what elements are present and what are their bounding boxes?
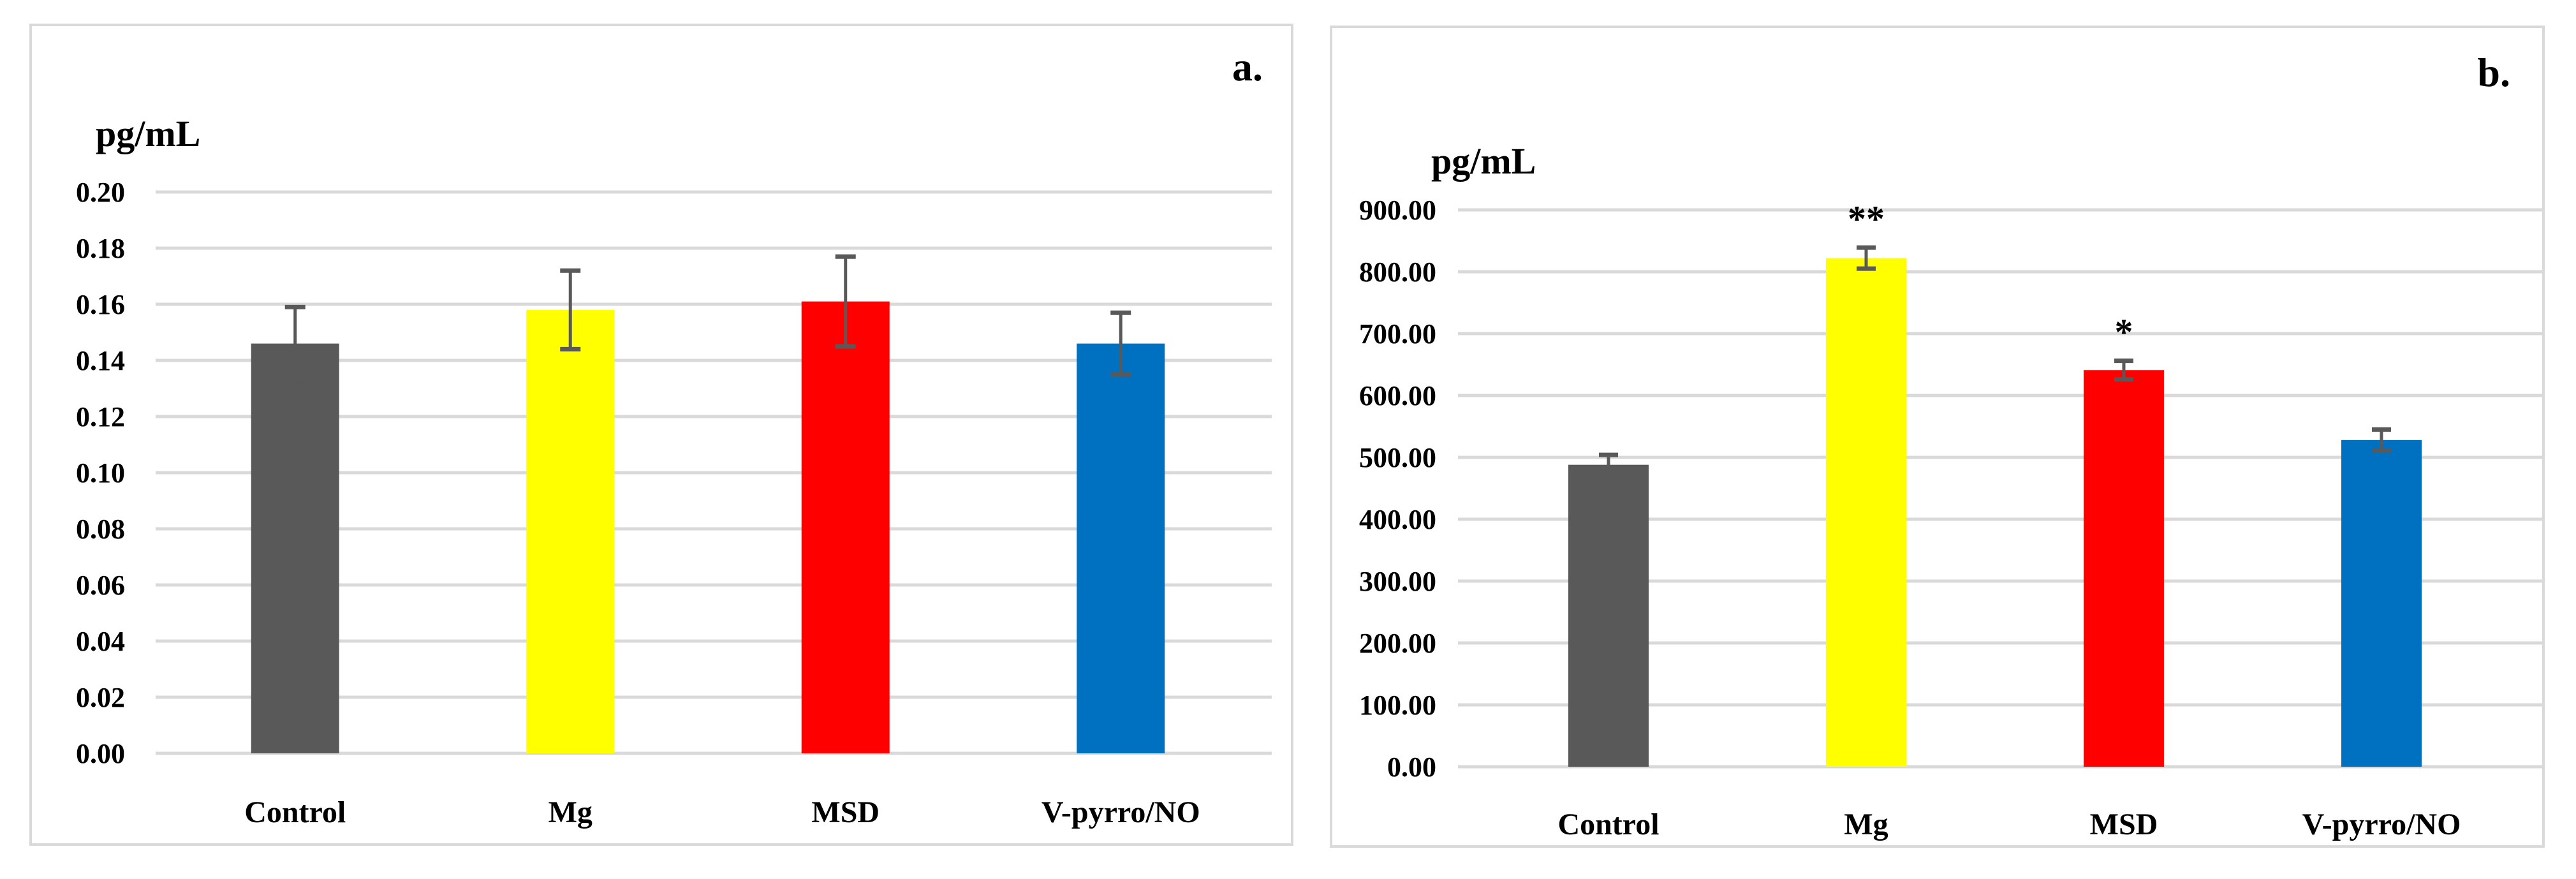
chart-svg-b: 0.00 100.00 200.00 300.00 400.00 500.00 600.00… [1359,140,2542,841]
bar-mg [1826,258,1906,767]
y-tick-label: 0.00 [1387,751,1436,783]
y-tick-label: 0.02 [76,682,125,713]
panel-letter-label-a: a. [1232,44,1263,89]
y-tick-label: 0.04 [76,626,125,657]
y-tick-label: 700.00 [1359,318,1436,350]
bar-v-pyrro-no [2341,440,2422,767]
y-tick-label: 0.20 [76,177,125,208]
bar-control [1568,464,1649,767]
y-axis-unit-label: pg/mL [1431,140,1536,182]
y-axis-unit-label: pg/mL [96,113,200,154]
y-tick-label: 0.12 [76,401,125,432]
x-category-label-mg: Mg [1844,808,1888,841]
bar-msd [2084,370,2164,767]
y-tick-label: 0.16 [76,289,125,320]
y-tick-label: 400.00 [1359,504,1436,535]
x-category-label-v-pyrro-no: V-pyrro/NO [2302,808,2461,841]
y-tick-label: 0.08 [76,513,125,545]
bar-chart-b: 0.00 100.00 200.00 300.00 400.00 500.00 600.00… [1332,28,2542,845]
x-category-label-control: Control [1557,808,1659,841]
x-category-label-v-pyrro-no: V-pyrro/NO [1041,795,1200,829]
chart-panel-b: b. 0.00 100.00 200.00 300.00 400.00 500.00 600… [1330,26,2545,848]
y-tick-label: 100.00 [1359,690,1436,721]
chart-panel-a: a. 0.00 0.02 0.04 0.06 0.08 0.10 0.12 0.14 0.16 0… [29,24,1293,846]
x-category-label-msd: MSD [811,795,880,829]
bar-chart-a: 0.00 0.02 0.04 0.06 0.08 0.10 0.12 0.14 0.16 0.18… [32,26,1291,843]
x-category-label-mg: Mg [548,795,592,829]
y-tick-label: 0.10 [76,457,125,489]
y-tick-label: 0.00 [76,738,125,769]
y-tick-label: 0.06 [76,570,125,601]
y-tick-label: 800.00 [1359,256,1436,288]
y-tick-label: 0.18 [76,233,125,264]
x-category-label-msd: MSD [2090,808,2158,841]
y-tick-label: 0.14 [76,345,125,376]
x-category-label-control: Control [244,795,346,829]
bar-v-pyrro-no [1077,343,1165,753]
panel-letter-label-b: b. [2477,50,2510,95]
y-tick-label: 500.00 [1359,442,1436,473]
y-tick-label: 200.00 [1359,628,1436,659]
bar-msd [801,301,890,754]
chart-svg-a: 0.00 0.02 0.04 0.06 0.08 0.10 0.12 0.14 0.16 0.18… [76,113,1272,829]
y-tick-label: 900.00 [1359,195,1436,226]
significance-marker-mg: ** [1848,198,1885,240]
bar-control [251,343,339,753]
significance-marker-msd: * [2115,311,2133,353]
y-tick-label: 300.00 [1359,566,1436,597]
bar-mg [526,309,615,753]
y-tick-label: 600.00 [1359,380,1436,411]
